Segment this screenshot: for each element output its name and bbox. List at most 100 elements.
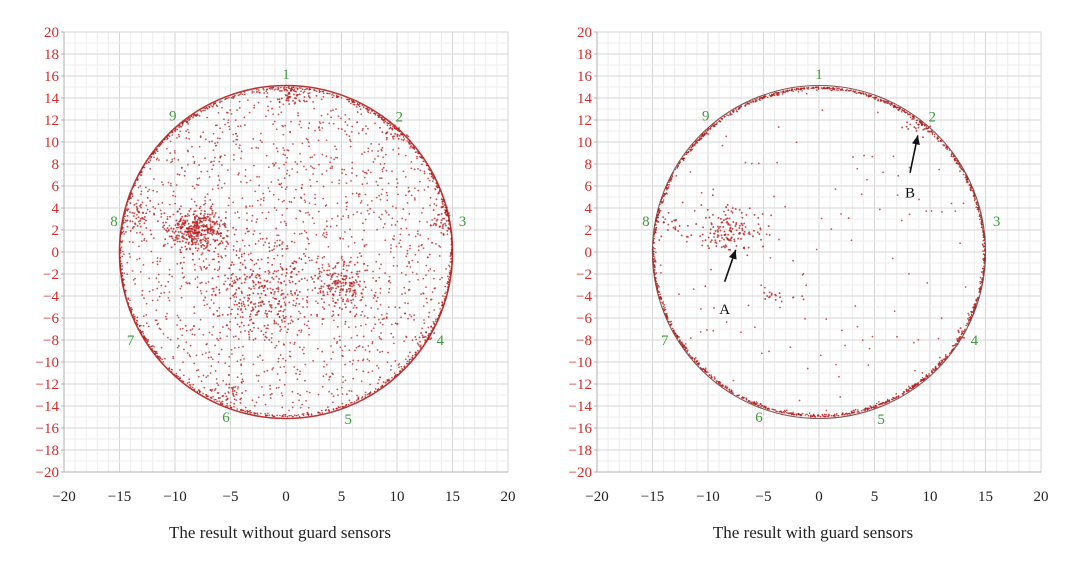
data-point — [205, 290, 208, 293]
data-point — [390, 368, 392, 371]
data-point — [396, 182, 399, 185]
data-point — [178, 173, 181, 176]
data-point — [751, 101, 753, 103]
data-point — [243, 244, 246, 247]
data-point — [320, 287, 323, 290]
data-point — [157, 203, 160, 206]
data-point — [160, 216, 163, 218]
data-point — [748, 231, 751, 234]
data-point — [277, 288, 280, 291]
data-point — [280, 293, 283, 296]
data-point — [711, 213, 714, 216]
data-point — [213, 160, 215, 163]
data-point — [224, 247, 227, 250]
data-point — [239, 359, 242, 361]
data-point — [280, 282, 283, 285]
data-point — [442, 223, 445, 226]
data-point — [350, 271, 353, 274]
data-point — [274, 162, 277, 164]
data-point — [339, 339, 341, 342]
data-point — [291, 406, 294, 409]
data-point — [211, 258, 214, 261]
data-point — [364, 349, 367, 351]
data-point — [140, 240, 143, 243]
y-tick-label: 8 — [52, 157, 60, 173]
data-point — [264, 412, 267, 415]
data-point — [280, 221, 282, 224]
data-point — [247, 253, 250, 256]
data-point — [285, 99, 288, 102]
data-point — [228, 197, 230, 199]
data-point — [240, 302, 243, 305]
data-point — [336, 202, 339, 205]
data-point — [135, 202, 138, 205]
data-point — [289, 281, 291, 284]
data-point — [408, 190, 411, 192]
data-point — [121, 272, 124, 274]
data-point — [891, 398, 894, 401]
data-point — [408, 143, 411, 145]
data-point — [232, 154, 235, 156]
data-point — [283, 301, 286, 304]
y-tick-label: 0 — [52, 245, 60, 261]
data-point — [179, 328, 182, 330]
data-point — [925, 125, 928, 128]
data-point — [163, 357, 166, 360]
data-point — [882, 171, 884, 174]
data-point — [145, 219, 147, 222]
data-point — [825, 409, 828, 412]
data-point — [225, 97, 227, 100]
data-point — [337, 127, 340, 130]
data-point — [193, 228, 196, 231]
data-point — [422, 207, 424, 210]
data-point — [281, 243, 283, 245]
data-point — [227, 119, 230, 122]
data-point — [138, 325, 141, 328]
data-point — [146, 196, 149, 199]
data-point — [306, 301, 309, 304]
data-point — [400, 227, 403, 230]
data-point — [390, 133, 393, 136]
data-point — [751, 235, 754, 238]
data-point — [240, 363, 243, 366]
data-point — [216, 137, 219, 140]
data-point — [308, 92, 311, 94]
data-point — [355, 313, 358, 316]
y-tick-label: 6 — [52, 179, 60, 195]
data-point — [386, 199, 389, 202]
data-point — [298, 399, 301, 402]
data-point — [260, 132, 262, 135]
data-point — [279, 183, 282, 186]
data-point — [240, 308, 243, 310]
data-point — [306, 237, 309, 239]
data-point — [199, 213, 202, 215]
data-point — [394, 322, 397, 325]
data-point — [359, 108, 362, 111]
data-point — [228, 306, 231, 309]
data-point — [306, 324, 308, 327]
data-point — [240, 409, 243, 411]
data-point — [210, 207, 213, 210]
data-point — [775, 93, 778, 96]
data-point — [338, 335, 341, 338]
data-point — [148, 161, 150, 164]
data-point — [273, 293, 276, 295]
data-point — [441, 198, 443, 201]
data-point — [198, 115, 201, 117]
data-point — [364, 286, 367, 289]
data-point — [351, 285, 353, 288]
data-point — [392, 148, 394, 151]
data-point — [268, 414, 270, 417]
data-point — [212, 258, 215, 261]
data-point — [968, 314, 970, 316]
data-point — [925, 127, 928, 130]
data-point — [320, 271, 323, 274]
data-point — [345, 277, 348, 280]
data-point — [272, 123, 274, 126]
data-point — [216, 223, 219, 225]
data-point — [203, 212, 206, 215]
data-point — [308, 202, 311, 205]
data-point — [836, 87, 839, 90]
data-point — [171, 230, 174, 233]
data-point — [353, 291, 356, 294]
